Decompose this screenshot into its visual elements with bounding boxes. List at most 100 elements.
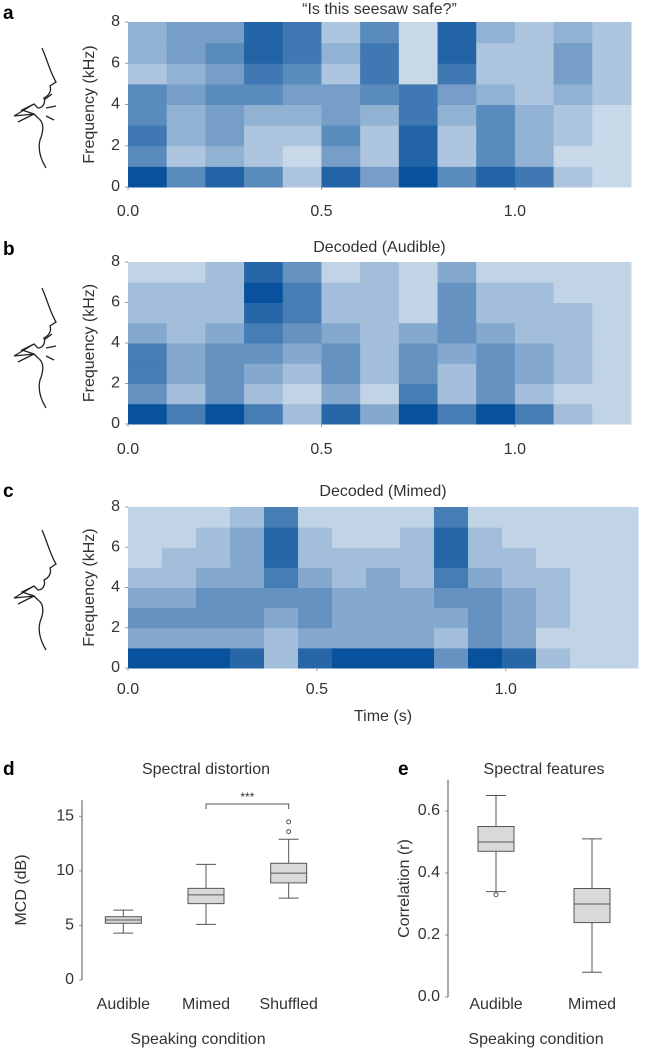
spectrogram-cell	[321, 302, 361, 324]
spectrogram-cell	[321, 262, 361, 283]
spectrogram-cell	[514, 262, 555, 283]
spectrogram-cell	[592, 125, 632, 147]
spectrogram-cell	[570, 647, 605, 669]
spectrogram-cell	[321, 83, 361, 105]
spectrogram-cell	[244, 125, 284, 147]
spectrogram-cell	[514, 145, 555, 167]
spectrogram-cell	[128, 627, 163, 649]
spectrogram-cell	[437, 104, 477, 126]
spectrogram-cell	[400, 567, 435, 588]
spectrogram-cell	[476, 83, 516, 105]
y-tick-label: 0.0	[418, 988, 440, 1005]
spectrogram-cell	[437, 363, 477, 384]
spectrogram-cell	[244, 383, 284, 405]
spectrogram-cell	[398, 262, 439, 283]
spectrogram-cell	[128, 42, 168, 64]
spectrogram-cell	[476, 302, 516, 324]
spectrogram-cell	[502, 507, 537, 528]
spectrogram-cell	[437, 125, 477, 147]
spectrogram-cell	[282, 363, 322, 384]
spectrogram-cell	[282, 282, 322, 303]
spectrogram-cell	[162, 567, 197, 588]
spectrogram-cell	[128, 302, 168, 324]
y-tick-label: 6	[111, 538, 120, 555]
spectrogram-cell	[128, 507, 163, 528]
spectrogram-cell	[553, 104, 593, 126]
spectrogram-cell	[514, 383, 555, 405]
spectrogram-cell	[282, 302, 322, 324]
spectrogram-cell	[282, 63, 322, 85]
spectrogram-cell	[514, 104, 555, 126]
spectrogram-cell	[298, 547, 333, 568]
y-axis-label: Frequency (kHz)	[81, 45, 98, 163]
spectrogram-cell	[244, 262, 284, 283]
spectrogram-cell	[205, 63, 245, 85]
panel-label: e	[398, 759, 409, 780]
spectrogram-cell	[553, 83, 593, 105]
spectrogram-cell	[604, 627, 639, 649]
spectrogram-cell	[321, 403, 361, 425]
chart-title: Spectral distortion	[142, 761, 270, 778]
spectrogram-cell	[244, 145, 284, 167]
y-tick-label: 0.6	[418, 802, 440, 819]
spectrogram-cell	[476, 125, 516, 147]
x-tick-label: 1.0	[495, 681, 517, 698]
spectrogram-cell	[553, 322, 593, 344]
outlier	[493, 892, 499, 898]
spectrogram-cell	[476, 166, 516, 188]
spectrogram-cell	[398, 166, 439, 188]
spectrogram-cell	[437, 63, 477, 85]
spectrogram-cell	[592, 42, 632, 64]
spectrogram-cell	[468, 547, 503, 568]
chart-title: Spectral features	[484, 761, 605, 778]
x-tick-label: 1.0	[504, 441, 526, 458]
spectrogram-cell	[437, 262, 477, 283]
spectrogram-cell	[398, 383, 439, 405]
face-icon	[13, 47, 57, 169]
spectrogram-cell	[536, 627, 571, 649]
spectrogram-cell	[128, 647, 163, 669]
spectrogram-cell	[244, 22, 284, 44]
y-tick-label: 0	[65, 971, 74, 988]
spectrogram-cell	[230, 607, 265, 629]
spectrogram-cell	[553, 42, 593, 64]
y-tick-label: 4	[111, 96, 120, 113]
spectrogram-cell	[128, 262, 168, 283]
spectrogram-cell	[205, 145, 245, 167]
spectrogram-cell	[398, 145, 439, 167]
spectrogram-cell	[332, 607, 367, 629]
spectrogram-cell	[205, 262, 245, 283]
spectrogram-cell	[244, 343, 284, 364]
spectrogram-cell	[230, 627, 265, 649]
spectrogram-cell	[230, 587, 265, 609]
spectrogram-cell	[244, 302, 284, 324]
spectrogram-cell	[468, 527, 503, 548]
spectrogram-cell	[570, 567, 605, 588]
spectrogram-cell	[321, 343, 361, 364]
spectrogram-cell	[244, 322, 284, 344]
spectrogram-cell	[162, 647, 197, 669]
spectrogram-cell	[502, 607, 537, 629]
spectrogram-cell	[592, 83, 632, 105]
x-axis-label: Time (s)	[354, 708, 412, 725]
spectrogram-cell	[434, 607, 469, 629]
spectrogram-cell	[398, 403, 439, 425]
x-tick-label: 0.5	[310, 441, 332, 458]
spectrogram-cell	[536, 547, 571, 568]
spectrogram-cell	[592, 363, 632, 384]
spectrogram-cell	[128, 322, 168, 344]
spectrogram-cell	[321, 383, 361, 405]
spectrogram-cell	[604, 527, 639, 548]
y-tick-label: 2	[111, 375, 120, 392]
spectrogram-cell	[553, 166, 593, 188]
spectrogram-cell	[514, 83, 555, 105]
spectrogram-cell	[400, 607, 435, 629]
spectrogram-cell	[166, 22, 206, 44]
spectrogram-cell	[196, 587, 231, 609]
spectrogram-cell	[360, 383, 400, 405]
spectrogram-cell	[230, 527, 265, 548]
spectrogram-cell	[321, 166, 361, 188]
spectrogram-cell	[398, 343, 439, 364]
spectrogram-cell	[166, 282, 206, 303]
spectrogram-cell	[400, 647, 435, 669]
